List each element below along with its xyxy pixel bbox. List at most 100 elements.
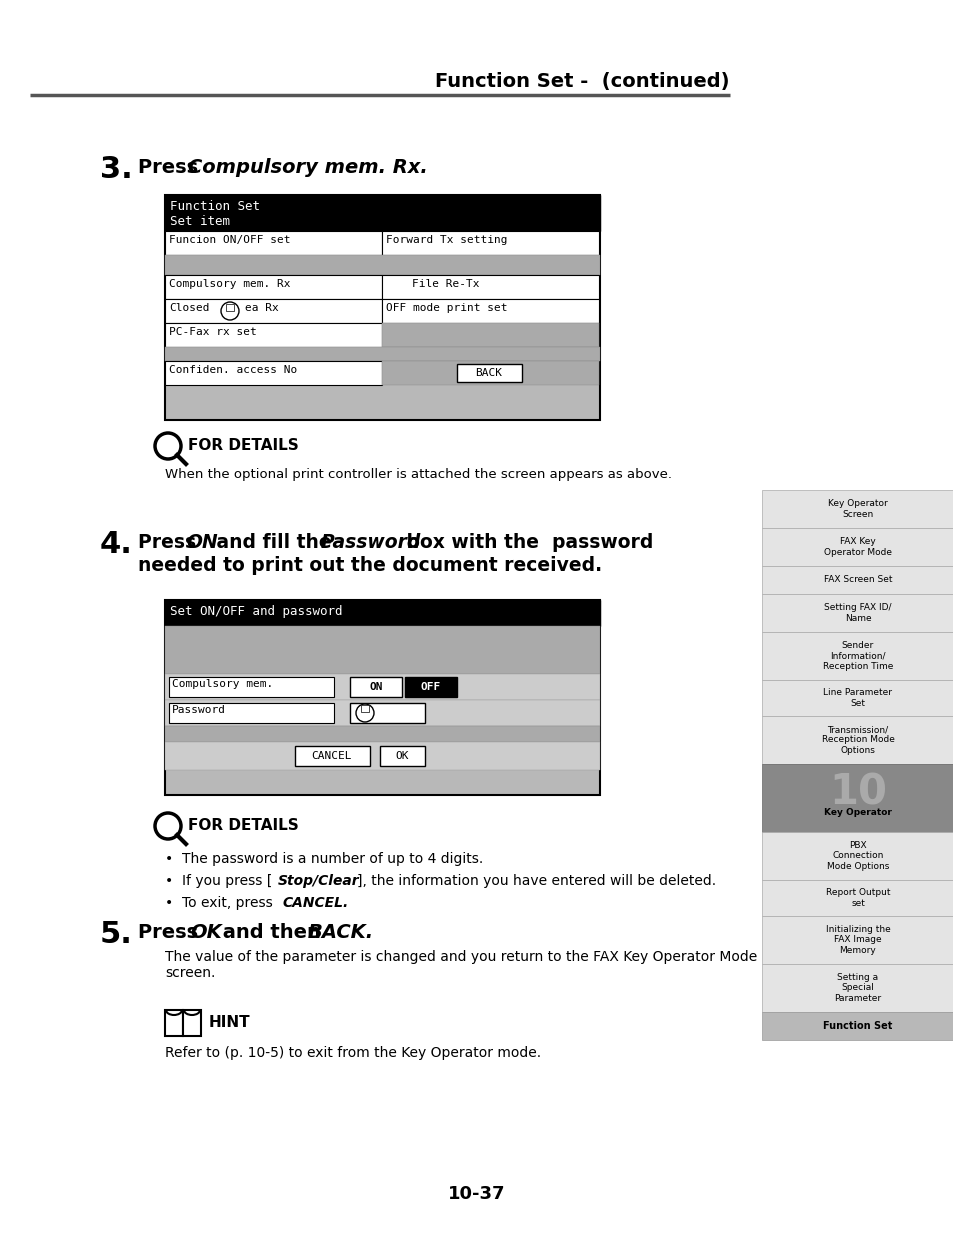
Text: File Re-Tx: File Re-Tx bbox=[412, 279, 479, 289]
Text: Key Operator
Screen: Key Operator Screen bbox=[827, 499, 887, 519]
Bar bbox=[381, 231, 598, 254]
Text: Report Output
set: Report Output set bbox=[825, 888, 889, 908]
Text: Stop/Clear: Stop/Clear bbox=[277, 874, 359, 888]
Text: OFF mode print set: OFF mode print set bbox=[386, 303, 507, 312]
Text: Closed: Closed bbox=[169, 303, 210, 312]
Text: •  If you press [: • If you press [ bbox=[165, 874, 272, 888]
Bar bbox=[165, 726, 599, 742]
Text: ON: ON bbox=[369, 682, 382, 692]
Text: •  The password is a number of up to 4 digits.: • The password is a number of up to 4 di… bbox=[165, 852, 483, 866]
Bar bbox=[761, 529, 953, 566]
Bar bbox=[761, 916, 953, 965]
Text: Password: Password bbox=[172, 705, 226, 715]
Text: PBX
Connection
Mode Options: PBX Connection Mode Options bbox=[826, 841, 888, 871]
Bar bbox=[360, 705, 369, 713]
Bar bbox=[761, 716, 953, 764]
Bar bbox=[350, 703, 424, 722]
Text: Compulsory mem.: Compulsory mem. bbox=[172, 679, 273, 689]
Text: Compulsory mem. Rx: Compulsory mem. Rx bbox=[169, 279, 291, 289]
Text: Setting FAX ID/
Name: Setting FAX ID/ Name bbox=[823, 604, 891, 622]
Text: Sender
Information/
Reception Time: Sender Information/ Reception Time bbox=[821, 641, 892, 671]
Bar bbox=[761, 764, 953, 832]
Bar bbox=[183, 1010, 201, 1036]
Text: OK: OK bbox=[395, 751, 408, 761]
Text: ], the information you have entered will be deleted.: ], the information you have entered will… bbox=[356, 874, 716, 888]
Bar bbox=[165, 1010, 183, 1036]
Text: 10: 10 bbox=[828, 772, 886, 814]
Bar bbox=[294, 746, 370, 766]
Bar bbox=[165, 195, 599, 420]
Text: Press: Press bbox=[138, 158, 205, 177]
Bar bbox=[165, 700, 599, 726]
Text: box with the  password: box with the password bbox=[399, 534, 653, 552]
Text: CANCEL.: CANCEL. bbox=[283, 897, 349, 910]
Text: Press: Press bbox=[138, 534, 202, 552]
Text: 5.: 5. bbox=[100, 920, 132, 948]
Bar bbox=[405, 677, 456, 697]
Text: 10-37: 10-37 bbox=[448, 1186, 505, 1203]
Text: Password: Password bbox=[320, 534, 421, 552]
Text: Initializing the
FAX Image
Memory: Initializing the FAX Image Memory bbox=[824, 925, 889, 955]
Text: Line Parameter
Set: Line Parameter Set bbox=[822, 688, 892, 708]
Bar bbox=[165, 231, 381, 254]
Bar bbox=[165, 324, 381, 347]
Text: needed to print out the document received.: needed to print out the document receive… bbox=[138, 556, 601, 576]
Bar bbox=[381, 324, 598, 347]
Text: FAX Screen Set: FAX Screen Set bbox=[822, 576, 891, 584]
Text: FOR DETAILS: FOR DETAILS bbox=[188, 438, 298, 453]
Bar bbox=[165, 742, 599, 769]
Text: •  To exit, press: • To exit, press bbox=[165, 897, 276, 910]
Bar bbox=[169, 677, 334, 697]
Bar bbox=[350, 677, 401, 697]
Bar bbox=[761, 1011, 953, 1040]
Bar bbox=[761, 632, 953, 680]
Bar bbox=[165, 195, 599, 231]
Text: When the optional print controller is attached the screen appears as above.: When the optional print controller is at… bbox=[165, 468, 671, 480]
Bar bbox=[761, 881, 953, 916]
Bar bbox=[761, 490, 953, 529]
Bar bbox=[165, 275, 381, 299]
Bar bbox=[165, 361, 381, 385]
Text: CANCEL: CANCEL bbox=[312, 751, 352, 761]
Text: and then: and then bbox=[215, 923, 327, 942]
Text: HINT: HINT bbox=[209, 1015, 251, 1030]
Text: ea Rx: ea Rx bbox=[245, 303, 278, 312]
Bar bbox=[226, 304, 233, 311]
Text: Function Set: Function Set bbox=[170, 200, 260, 212]
Text: BACK.: BACK. bbox=[308, 923, 374, 942]
Bar bbox=[165, 626, 599, 674]
Text: PC-Fax rx set: PC-Fax rx set bbox=[169, 327, 256, 337]
Text: Refer to (p. 10-5) to exit from the Key Operator mode.: Refer to (p. 10-5) to exit from the Key … bbox=[165, 1046, 540, 1060]
Text: FOR DETAILS: FOR DETAILS bbox=[188, 818, 298, 832]
Bar bbox=[761, 594, 953, 632]
Text: FAX Key
Operator Mode: FAX Key Operator Mode bbox=[823, 537, 891, 557]
Bar bbox=[761, 832, 953, 881]
Text: Set item: Set item bbox=[170, 215, 230, 228]
Text: Compulsory mem. Rx.: Compulsory mem. Rx. bbox=[188, 158, 427, 177]
Text: ON: ON bbox=[186, 534, 217, 552]
Text: Funcion ON/OFF set: Funcion ON/OFF set bbox=[169, 235, 291, 245]
Bar bbox=[381, 361, 598, 385]
Text: Setting a
Special
Parameter: Setting a Special Parameter bbox=[834, 973, 881, 1003]
Text: OK: OK bbox=[190, 923, 221, 942]
Bar bbox=[169, 703, 334, 722]
Bar bbox=[761, 566, 953, 594]
Bar bbox=[761, 965, 953, 1011]
Text: Function Set: Function Set bbox=[822, 1021, 892, 1031]
Text: The value of the parameter is changed and you return to the FAX Key Operator Mod: The value of the parameter is changed an… bbox=[165, 950, 757, 981]
Text: OFF: OFF bbox=[420, 682, 440, 692]
Text: 4.: 4. bbox=[100, 530, 132, 559]
Text: Function Set -  (continued): Function Set - (continued) bbox=[435, 72, 729, 91]
Bar bbox=[165, 254, 599, 275]
Text: Forward Tx setting: Forward Tx setting bbox=[386, 235, 507, 245]
Text: BACK: BACK bbox=[475, 368, 502, 378]
Text: Set ON/OFF and password: Set ON/OFF and password bbox=[170, 605, 342, 618]
Text: Press: Press bbox=[138, 923, 205, 942]
Text: 3.: 3. bbox=[100, 156, 132, 184]
Text: Key Operator: Key Operator bbox=[823, 809, 891, 818]
Bar bbox=[381, 299, 598, 324]
Text: Confiden. access No: Confiden. access No bbox=[169, 366, 297, 375]
Text: Transmission/
Reception Mode
Options: Transmission/ Reception Mode Options bbox=[821, 725, 894, 755]
Bar bbox=[456, 364, 521, 382]
Bar bbox=[165, 347, 599, 361]
